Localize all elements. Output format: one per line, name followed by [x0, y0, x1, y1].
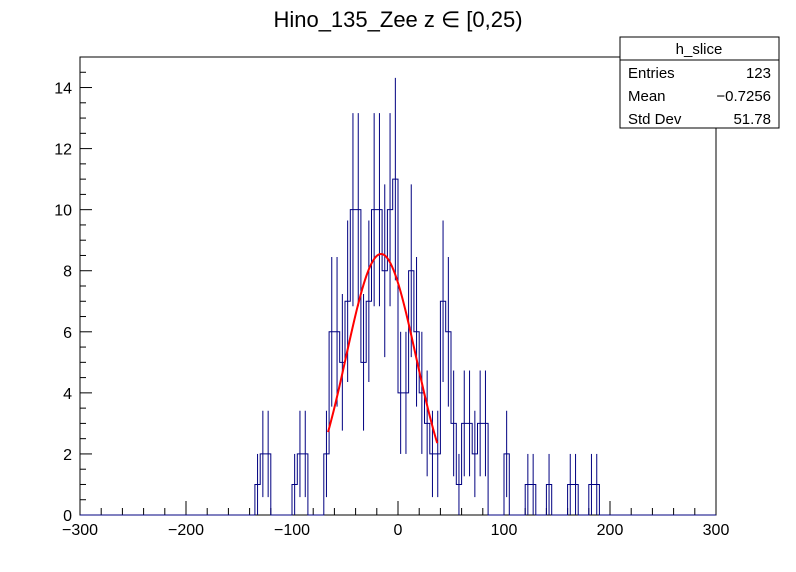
x-axis: −300 −200 −100 0 100 200 300: [62, 501, 729, 539]
x-tick-label: −100: [274, 522, 310, 539]
stats-stddev-value: 51.78: [733, 111, 771, 128]
stats-box: h_slice Entries 123 Mean −0.7256 Std Dev…: [619, 36, 780, 129]
stats-box-title: h_slice: [676, 41, 723, 58]
x-tick-label: −300: [62, 522, 98, 539]
x-tick-label: −200: [168, 522, 204, 539]
histogram-outline: [80, 178, 716, 516]
stats-stddev-label: Std Dev: [628, 111, 682, 128]
y-tick-label: 12: [54, 142, 72, 159]
x-tick-label: 300: [703, 522, 730, 539]
x-tick-label: 0: [394, 522, 403, 539]
y-tick-label: 10: [54, 203, 72, 220]
histogram-bins: [80, 178, 716, 516]
y-tick-label: 2: [63, 447, 72, 464]
stats-entries-label: Entries: [628, 65, 675, 82]
stats-mean-value: −0.7256: [716, 88, 771, 105]
stats-box-frame: [619, 36, 780, 129]
x-tick-label: 200: [597, 522, 624, 539]
x-tick-label: 100: [491, 522, 518, 539]
fit-curve: [327, 252, 439, 444]
error-bars: [257, 77, 598, 515]
stats-entries-value: 123: [746, 65, 771, 82]
chart-title: Hino_135_Zee z ∈ [0,25): [273, 7, 522, 32]
y-tick-label: 4: [63, 386, 72, 403]
y-tick-label: 8: [63, 264, 72, 281]
stats-mean-label: Mean: [628, 88, 666, 105]
y-axis: 0 2 4 6 8 10 12 14: [54, 56, 92, 525]
y-tick-label: 6: [63, 325, 72, 342]
gaussian-fit: [327, 252, 439, 444]
y-tick-label: 0: [63, 508, 72, 525]
y-tick-label: 14: [54, 81, 72, 98]
